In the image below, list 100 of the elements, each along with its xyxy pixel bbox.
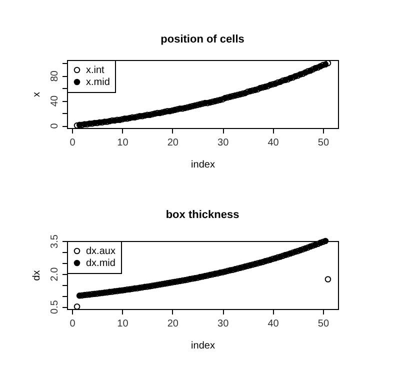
y-tick-label: 0	[50, 122, 60, 129]
point	[292, 248, 298, 255]
point	[96, 290, 103, 296]
point	[242, 90, 248, 96]
point	[112, 288, 118, 294]
point	[247, 262, 254, 268]
point	[216, 270, 224, 276]
point	[282, 76, 288, 84]
point	[307, 67, 314, 74]
point	[322, 238, 329, 244]
x-tick-label: 50	[318, 318, 330, 330]
point	[126, 114, 133, 122]
point	[156, 110, 163, 116]
chart-title: position of cells	[160, 33, 244, 46]
point	[101, 118, 108, 125]
point	[156, 281, 163, 288]
point	[186, 104, 194, 110]
point	[222, 94, 228, 102]
point	[212, 270, 218, 277]
point	[307, 243, 314, 250]
point	[267, 256, 274, 263]
point	[166, 280, 174, 286]
point	[277, 254, 284, 260]
point	[186, 276, 194, 282]
point	[162, 108, 168, 115]
point	[287, 74, 294, 82]
point	[297, 71, 304, 78]
point	[317, 240, 324, 246]
y-tick-label: 3.5	[50, 234, 60, 248]
point	[287, 250, 294, 257]
x-tick-label: 0	[70, 318, 76, 330]
point	[247, 88, 254, 94]
point	[122, 286, 128, 294]
legend-label: x.int	[86, 65, 105, 76]
point	[257, 260, 264, 266]
point	[312, 64, 319, 72]
x-tick-label: 0	[70, 138, 76, 148]
point	[136, 284, 143, 291]
point	[81, 292, 88, 298]
point	[257, 84, 264, 92]
point	[182, 276, 188, 284]
point	[142, 284, 148, 290]
point	[122, 116, 128, 122]
y-tick-label: 40	[50, 95, 60, 107]
y-axis-title: x	[32, 92, 42, 97]
x-tick-label: 40	[268, 318, 280, 330]
x-axis-title: index	[191, 160, 215, 170]
point	[106, 118, 113, 124]
point	[146, 283, 153, 290]
point	[302, 245, 309, 252]
point	[206, 272, 214, 278]
point	[182, 104, 188, 112]
point	[74, 303, 80, 310]
point	[166, 108, 174, 114]
point	[232, 266, 238, 272]
point	[176, 278, 184, 284]
point	[226, 267, 234, 274]
x-tick-label: 40	[268, 138, 280, 148]
point	[192, 275, 198, 282]
x-tick-label: 10	[117, 318, 129, 330]
x-tick-label: 30	[218, 138, 230, 148]
point	[116, 287, 123, 294]
y-tick-label: 80	[50, 70, 60, 82]
x-tick-label: 10	[117, 138, 129, 148]
x-tick-label: 30	[218, 318, 230, 330]
x-axis-title: index	[191, 340, 215, 352]
point	[81, 121, 88, 128]
point	[202, 272, 208, 280]
point	[236, 264, 244, 272]
point	[216, 96, 224, 104]
point	[272, 255, 278, 262]
point	[317, 63, 324, 70]
chart-title: box thickness	[166, 209, 240, 222]
point	[152, 110, 158, 117]
point	[196, 101, 204, 108]
point	[116, 116, 123, 124]
point	[176, 106, 184, 112]
point	[252, 86, 258, 94]
point	[86, 291, 93, 298]
point	[277, 78, 284, 85]
legend-label: dx.mid	[86, 258, 116, 269]
point	[297, 247, 304, 254]
point	[146, 112, 153, 118]
legend-label: x.mid	[86, 77, 110, 88]
point	[136, 113, 143, 120]
point	[226, 94, 234, 100]
point	[242, 263, 248, 270]
point	[302, 69, 309, 76]
point	[222, 268, 228, 275]
y-axis-title: dx	[32, 270, 42, 281]
point	[252, 260, 258, 268]
point	[324, 276, 332, 282]
point	[162, 280, 168, 287]
point	[272, 80, 278, 87]
point	[236, 91, 244, 98]
point	[312, 242, 319, 248]
point	[212, 98, 218, 104]
point	[262, 258, 268, 264]
x-tick-label: 20	[167, 318, 179, 330]
point	[132, 114, 138, 121]
